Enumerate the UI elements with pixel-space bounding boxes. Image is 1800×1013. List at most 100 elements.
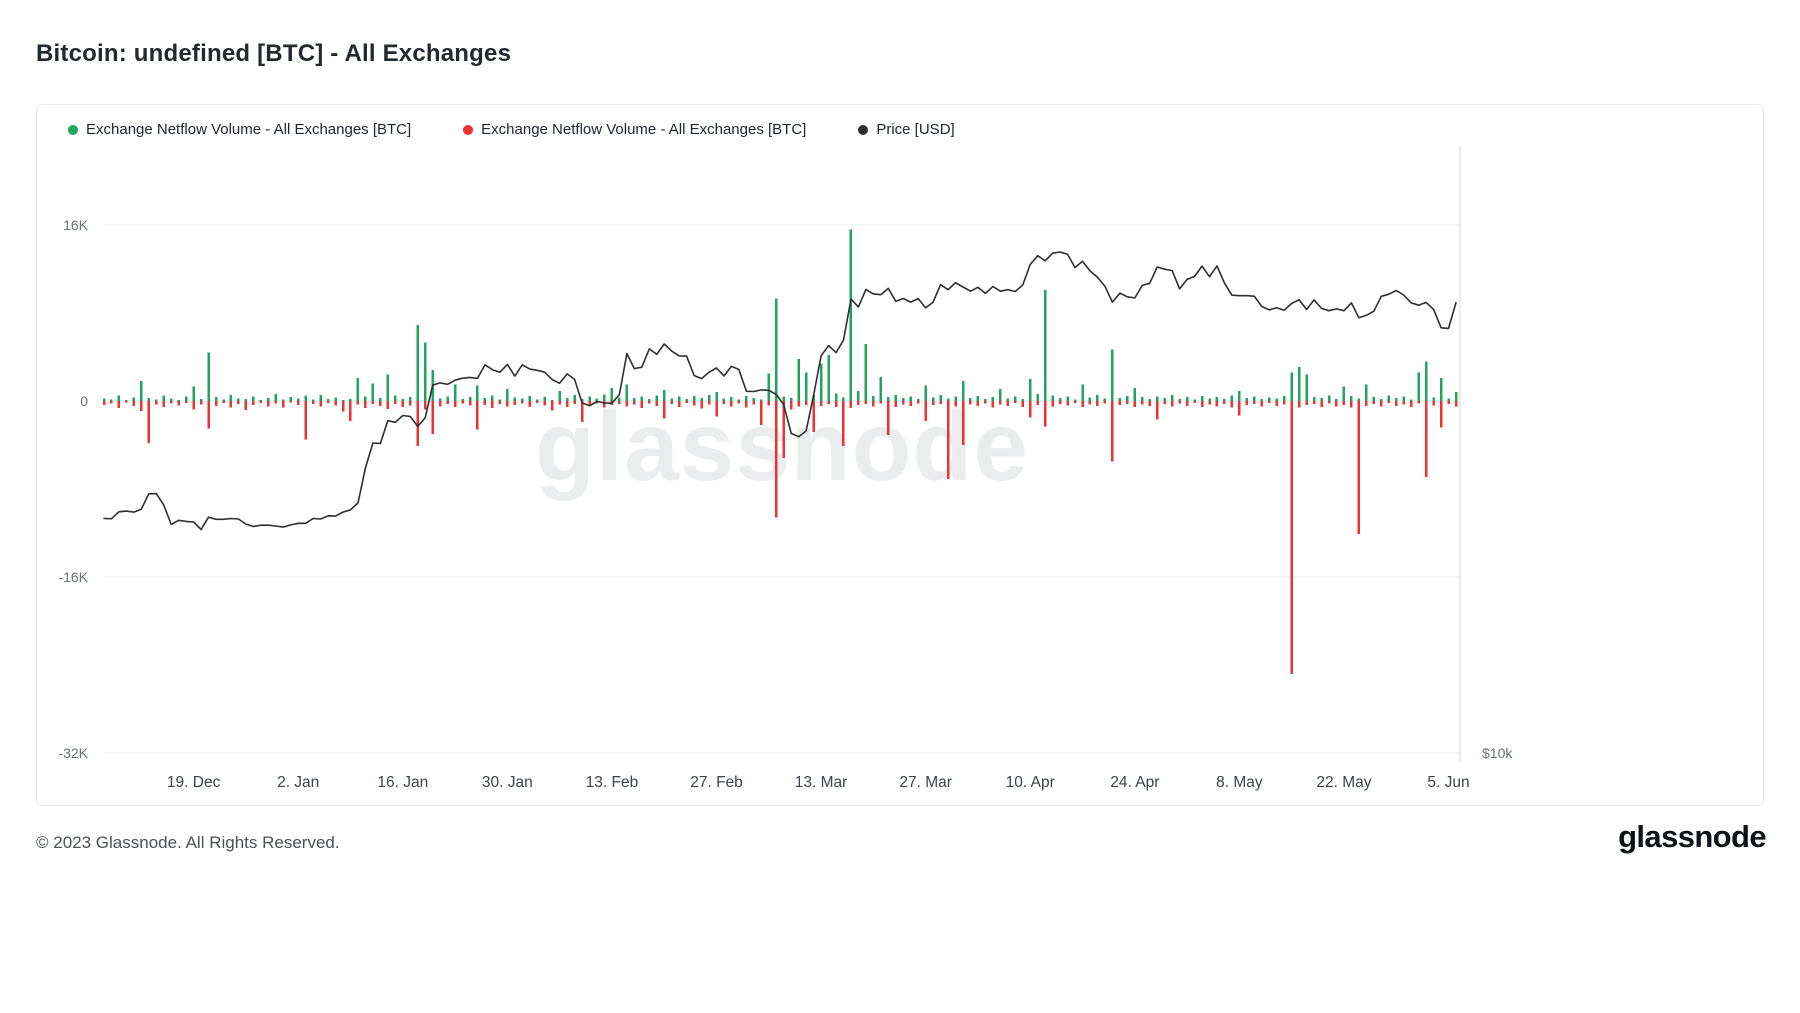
- legend-item-price[interactable]: Price [USD]: [858, 121, 955, 138]
- netflow-bar-positive: [842, 397, 845, 401]
- netflow-bar-positive: [1380, 398, 1383, 401]
- netflow-bar-negative: [857, 401, 860, 406]
- netflow-bar-positive: [364, 396, 367, 401]
- legend: Exchange Netflow Volume - All Exchanges …: [68, 121, 955, 138]
- netflow-bar-positive: [946, 398, 950, 401]
- netflow-bar-negative: [1096, 401, 1099, 407]
- y-axis-tick-label: -32K: [58, 745, 88, 761]
- netflow-bar-negative: [177, 401, 180, 406]
- netflow-bar-positive: [722, 398, 726, 401]
- netflow-bar-negative: [872, 401, 875, 407]
- netflow-bar-negative: [804, 401, 808, 405]
- netflow-bar-positive: [1141, 397, 1144, 401]
- netflow-bar-positive: [662, 390, 666, 401]
- netflow-bar-positive: [147, 398, 151, 401]
- netflow-bar-positive: [1335, 399, 1338, 401]
- netflow-bar-negative: [789, 401, 793, 410]
- netflow-bar-positive: [887, 396, 890, 401]
- netflow-bar-negative: [961, 401, 965, 445]
- glassnode-logo[interactable]: glassnode: [1618, 819, 1767, 854]
- netflow-bar-positive: [1268, 397, 1271, 401]
- netflow-bar-positive: [1185, 397, 1189, 401]
- x-axis-tick-label: 13. Mar: [795, 774, 848, 791]
- netflow-bar-negative: [416, 401, 419, 447]
- x-axis-tick-label: 16. Jan: [377, 774, 428, 791]
- netflow-bar-positive: [625, 384, 629, 401]
- netflow-bar-negative: [252, 401, 255, 405]
- netflow-bar-positive: [446, 396, 449, 401]
- netflow-bar-negative: [879, 401, 883, 404]
- netflow-bar-positive: [169, 398, 173, 401]
- legend-item-netflow-positive[interactable]: Exchange Netflow Volume - All Exchanges …: [68, 121, 411, 138]
- netflow-bar-positive: [849, 229, 853, 401]
- netflow-bar-positive: [1230, 395, 1234, 401]
- netflow-bar-positive: [894, 395, 898, 401]
- netflow-bar-positive: [692, 396, 696, 401]
- y-axis-tick-label: -16K: [58, 569, 88, 585]
- netflow-bar-positive: [1387, 395, 1391, 401]
- netflow-bar-positive: [857, 391, 860, 401]
- netflow-bar-negative: [483, 401, 487, 405]
- netflow-bar-positive: [1350, 396, 1353, 401]
- netflow-bar-positive: [155, 399, 158, 401]
- netflow-bar-negative: [1170, 401, 1174, 407]
- netflow-bar-positive: [491, 395, 494, 401]
- netflow-bar-positive: [1021, 399, 1025, 401]
- netflow-bar-positive: [633, 398, 636, 401]
- netflow-bar-positive: [775, 298, 778, 401]
- netflow-bar-positive: [618, 397, 621, 401]
- netflow-bar-positive: [513, 397, 517, 401]
- netflow-bar-positive: [924, 385, 927, 401]
- netflow-bar-positive: [655, 395, 659, 401]
- netflow-bar-positive: [872, 395, 875, 401]
- netflow-bar-negative: [1133, 401, 1137, 407]
- netflow-bar-negative: [939, 401, 942, 405]
- glassnode-watermark: glassnode: [104, 390, 1460, 503]
- netflow-bar-negative: [110, 401, 113, 404]
- netflow-bar-negative: [132, 401, 136, 407]
- netflow-bar-negative: [954, 401, 957, 407]
- netflow-bar-negative: [289, 401, 292, 403]
- netflow-bar-positive: [767, 373, 771, 401]
- netflow-bar-negative: [1245, 401, 1249, 406]
- netflow-bar-negative: [394, 401, 397, 404]
- chart-panel: [36, 104, 1764, 806]
- netflow-bar-positive: [162, 395, 166, 401]
- netflow-bar-negative: [1215, 401, 1219, 407]
- netflow-bar-negative: [767, 401, 771, 406]
- netflow-bar-negative: [969, 401, 972, 405]
- netflow-bar-negative: [282, 401, 285, 408]
- netflow-bar-negative: [1073, 401, 1077, 404]
- netflow-bar-negative: [1148, 401, 1151, 407]
- netflow-bar-positive: [685, 399, 688, 401]
- netflow-bar-negative: [304, 401, 307, 440]
- netflow-bar-positive: [423, 342, 427, 401]
- x-axis-tick-label: 8. May: [1216, 774, 1263, 791]
- netflow-bar-negative: [461, 401, 464, 404]
- netflow-bar-positive: [1155, 396, 1159, 401]
- netflow-bar-positive: [192, 386, 195, 401]
- netflow-bar-positive: [274, 394, 278, 401]
- netflow-bar-negative: [506, 401, 509, 407]
- chart-plot-area[interactable]: [104, 146, 1460, 763]
- netflow-bar-negative: [1380, 401, 1383, 407]
- netflow-bar-positive: [916, 398, 920, 401]
- x-axis-tick-label: 27. Feb: [690, 774, 743, 791]
- x-axis-tick-label: 27. Mar: [899, 774, 952, 791]
- legend-item-netflow-negative[interactable]: Exchange Netflow Volume - All Exchanges …: [463, 121, 806, 138]
- netflow-bar-negative: [1208, 401, 1211, 405]
- netflow-bar-positive: [110, 399, 113, 401]
- netflow-bar-positive: [1409, 399, 1413, 401]
- netflow-bar-negative: [722, 401, 726, 404]
- netflow-bar-positive: [102, 398, 106, 401]
- netflow-bar-positive: [864, 343, 868, 401]
- netflow-bar-positive: [961, 381, 965, 401]
- netflow-bar-positive: [700, 398, 703, 401]
- x-axis-tick-label: 2. Jan: [277, 774, 319, 791]
- netflow-bar-negative: [543, 401, 546, 406]
- netflow-bar-positive: [1051, 395, 1054, 401]
- netflow-bar-negative: [341, 401, 345, 412]
- netflow-bar-positive: [252, 396, 255, 401]
- netflow-bar-negative: [431, 401, 434, 434]
